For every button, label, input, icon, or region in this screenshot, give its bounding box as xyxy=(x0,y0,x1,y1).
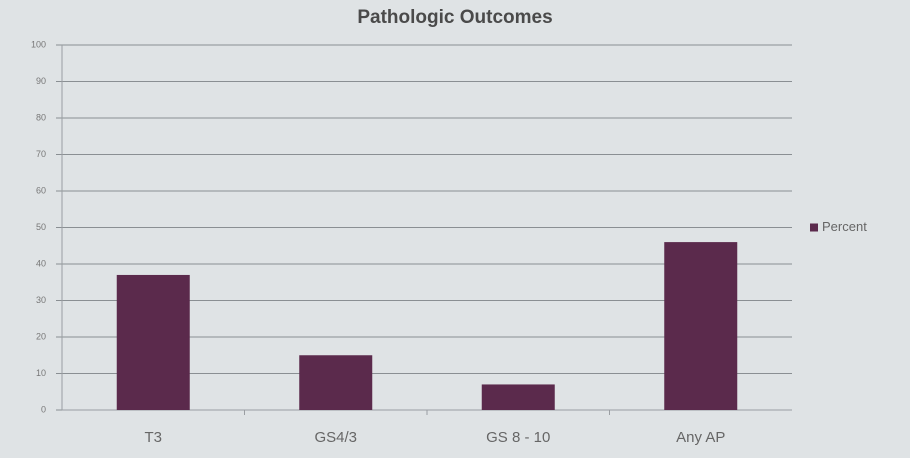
bar xyxy=(664,242,738,410)
legend-label: Percent xyxy=(822,219,867,234)
y-tick-label: 40 xyxy=(36,258,46,268)
y-tick-label: 60 xyxy=(36,185,46,195)
y-tick-label: 80 xyxy=(36,112,46,122)
y-tick-label: 30 xyxy=(36,295,46,305)
y-tick-label: 20 xyxy=(36,331,46,341)
y-tick-label: 90 xyxy=(36,76,46,86)
legend-swatch xyxy=(810,223,818,232)
y-tick-label: 10 xyxy=(36,368,46,378)
bar xyxy=(299,355,373,410)
y-tick-label: 100 xyxy=(31,39,46,49)
x-tick-label: T3 xyxy=(144,429,162,446)
y-tick-label: 0 xyxy=(41,404,46,414)
y-tick-label: 50 xyxy=(36,222,46,232)
bar xyxy=(116,274,190,410)
x-tick-label: GS 8 - 10 xyxy=(486,429,550,446)
x-tick-label: Any AP xyxy=(676,429,725,446)
x-tick-label: GS4/3 xyxy=(314,429,357,446)
chart-title: Pathologic Outcomes xyxy=(357,7,552,28)
y-tick-label: 70 xyxy=(36,149,46,159)
bar xyxy=(481,384,555,410)
